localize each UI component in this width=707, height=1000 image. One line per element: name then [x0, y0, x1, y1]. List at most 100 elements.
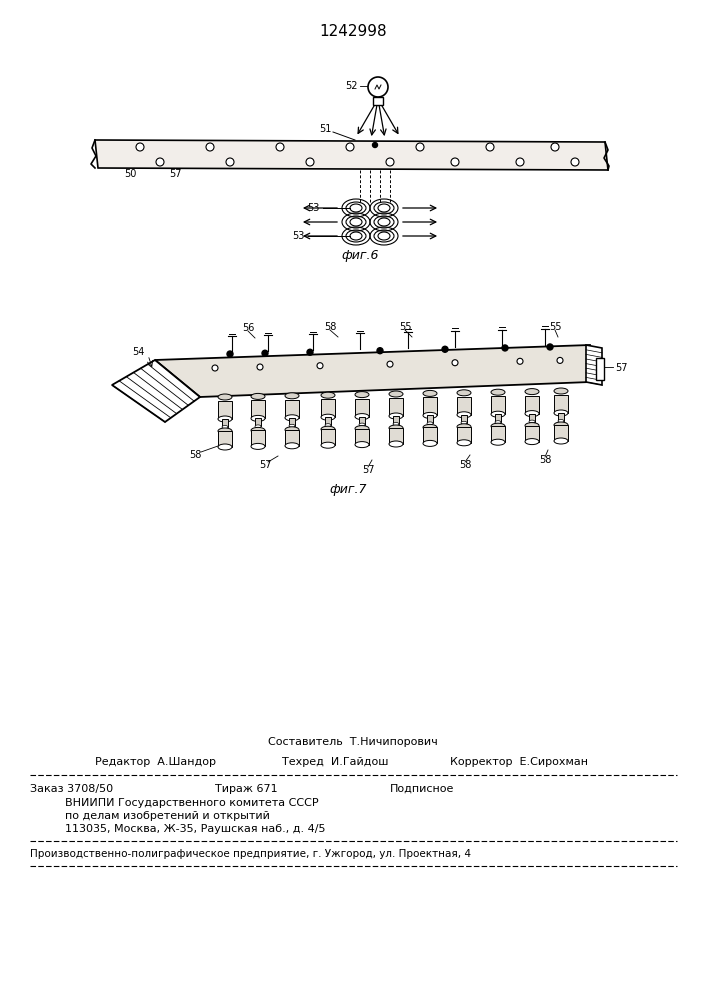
Text: Составитель  Т.Ничипорович: Составитель Т.Ничипорович [268, 737, 438, 747]
Text: Подписное: Подписное [390, 784, 455, 794]
Ellipse shape [355, 392, 369, 398]
Bar [389, 428, 403, 444]
Bar [389, 398, 403, 416]
Circle shape [212, 365, 218, 371]
Ellipse shape [222, 426, 228, 428]
Bar [427, 415, 433, 423]
Ellipse shape [554, 438, 568, 444]
Ellipse shape [389, 413, 403, 419]
Bar [285, 430, 299, 446]
Ellipse shape [218, 444, 232, 450]
Ellipse shape [218, 428, 232, 434]
Text: 56: 56 [242, 323, 255, 333]
Ellipse shape [423, 390, 437, 396]
Polygon shape [586, 345, 602, 385]
Ellipse shape [529, 420, 535, 423]
Ellipse shape [491, 389, 505, 395]
Ellipse shape [525, 389, 539, 395]
Bar [596, 358, 604, 380]
Ellipse shape [461, 421, 467, 424]
Ellipse shape [321, 392, 335, 398]
Text: по делам изобретений и открытий: по делам изобретений и открытий [65, 811, 270, 821]
Bar [393, 416, 399, 424]
Circle shape [377, 348, 383, 354]
Ellipse shape [491, 423, 505, 429]
Circle shape [486, 143, 494, 151]
Circle shape [346, 143, 354, 151]
Bar [251, 430, 265, 446]
Circle shape [387, 361, 393, 367]
Ellipse shape [393, 422, 399, 426]
Ellipse shape [251, 393, 265, 399]
Ellipse shape [558, 420, 564, 422]
Text: 57: 57 [169, 169, 181, 179]
Ellipse shape [355, 414, 369, 420]
Bar [218, 401, 232, 419]
Text: 57: 57 [259, 460, 271, 470]
Ellipse shape [359, 423, 365, 426]
Ellipse shape [325, 424, 331, 427]
Bar [251, 400, 265, 418]
Circle shape [257, 364, 263, 370]
Bar [289, 418, 295, 426]
Bar [355, 399, 369, 417]
Circle shape [547, 344, 553, 350]
Circle shape [557, 357, 563, 363]
Bar [423, 427, 437, 443]
Ellipse shape [495, 421, 501, 424]
Text: фиг.7: фиг.7 [329, 484, 367, 496]
Ellipse shape [491, 439, 505, 445]
Circle shape [551, 143, 559, 151]
Bar [495, 414, 501, 422]
Ellipse shape [255, 425, 261, 428]
Ellipse shape [457, 390, 471, 396]
Text: Техред  И.Гайдош: Техред И.Гайдош [282, 757, 389, 767]
Circle shape [452, 360, 458, 366]
Circle shape [368, 77, 388, 97]
Bar [525, 396, 539, 414]
Ellipse shape [423, 440, 437, 446]
Circle shape [517, 358, 523, 364]
Text: 58: 58 [189, 450, 201, 460]
Circle shape [306, 158, 314, 166]
Text: фиг.6: фиг.6 [341, 248, 379, 261]
Ellipse shape [554, 388, 568, 394]
Circle shape [516, 158, 524, 166]
Bar [218, 431, 232, 447]
Bar [529, 414, 535, 422]
Ellipse shape [525, 423, 539, 429]
Bar [423, 397, 437, 415]
Polygon shape [155, 345, 590, 397]
Text: Тираж 671: Тираж 671 [215, 784, 278, 794]
Bar [325, 417, 331, 425]
Circle shape [136, 143, 144, 151]
Ellipse shape [491, 411, 505, 417]
Text: Производственно-полиграфическое предприятие, г. Ужгород, ул. Проектная, 4: Производственно-полиграфическое предприя… [30, 849, 471, 859]
Text: ВНИИПИ Государственного комитета СССР: ВНИИПИ Государственного комитета СССР [65, 798, 319, 808]
Ellipse shape [218, 416, 232, 422]
Text: 50: 50 [124, 169, 136, 179]
Ellipse shape [554, 410, 568, 416]
Text: 58: 58 [539, 455, 551, 465]
Ellipse shape [525, 439, 539, 445]
Text: 55: 55 [399, 322, 411, 332]
Text: 51: 51 [319, 124, 331, 134]
Bar [457, 427, 471, 443]
Bar [355, 429, 369, 445]
Circle shape [276, 143, 284, 151]
Text: 1242998: 1242998 [319, 24, 387, 39]
Ellipse shape [218, 394, 232, 400]
Text: 58: 58 [324, 322, 337, 332]
Text: 53: 53 [293, 231, 305, 241]
Bar [491, 426, 505, 442]
Bar [554, 395, 568, 413]
Circle shape [206, 143, 214, 151]
Ellipse shape [423, 412, 437, 418]
Text: 58: 58 [459, 460, 471, 470]
Text: 53: 53 [308, 203, 320, 213]
Ellipse shape [285, 443, 299, 449]
Text: 52: 52 [346, 81, 358, 91]
Ellipse shape [423, 424, 437, 430]
Ellipse shape [285, 415, 299, 421]
Text: Редактор  А.Шандор: Редактор А.Шандор [95, 757, 216, 767]
